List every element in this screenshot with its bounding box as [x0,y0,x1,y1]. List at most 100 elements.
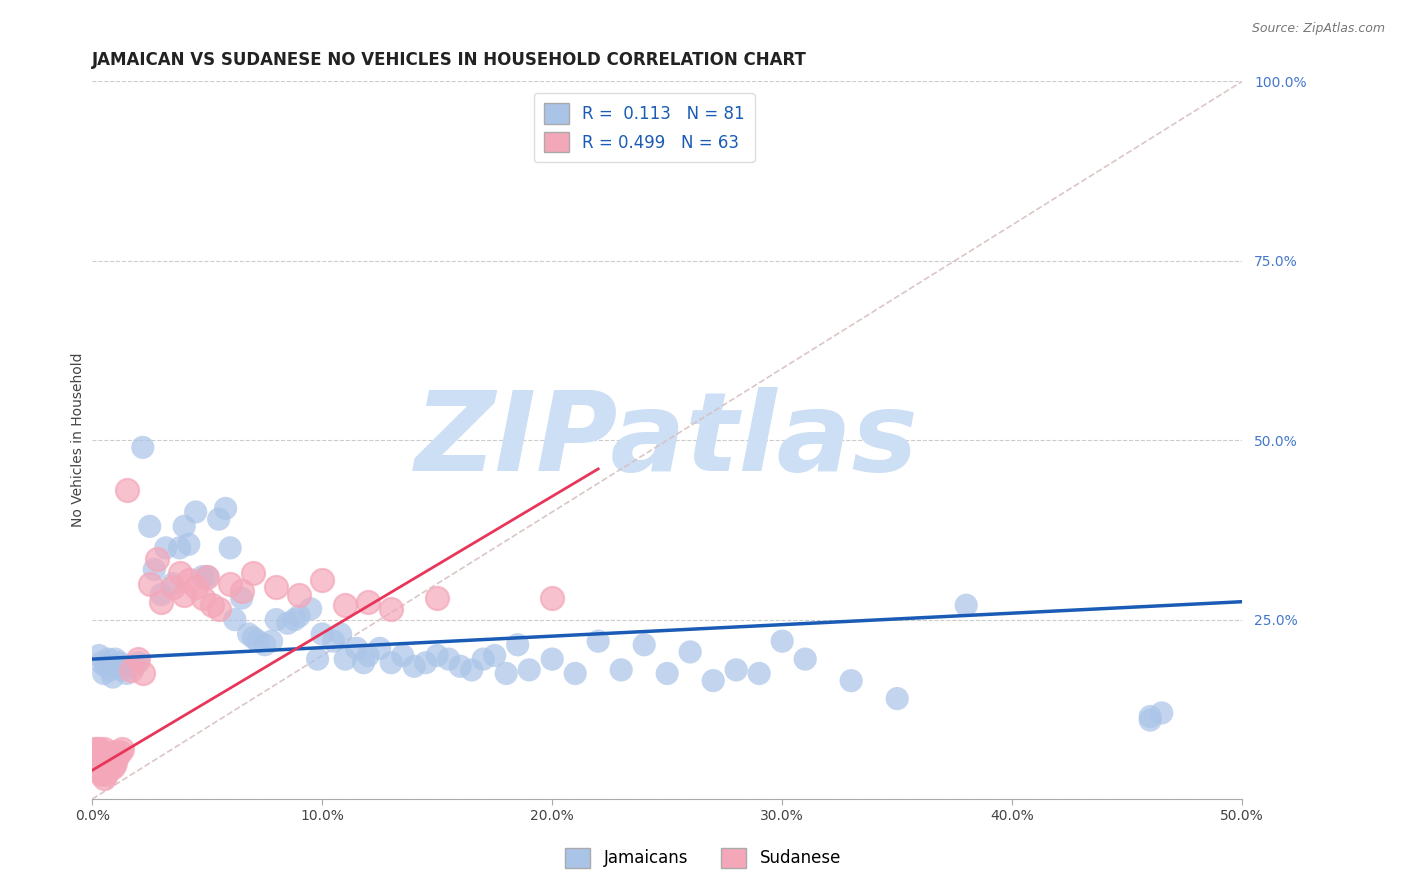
Point [191,569,214,583]
Point [288,609,311,624]
Point [1139,709,1161,723]
Point [242,631,264,645]
Point [101,760,124,774]
Point [219,541,242,555]
Point [264,613,287,627]
Point [231,591,253,606]
Point [260,634,283,648]
Point [322,634,344,648]
Point [426,648,449,663]
Point [120,663,142,677]
Point [100,663,122,677]
Point [104,756,127,771]
Point [127,652,149,666]
Point [90,760,112,774]
Point [115,666,138,681]
Point [495,666,517,681]
Point [633,638,655,652]
Point [150,587,173,601]
Legend: Jamaicans, Sudanese: Jamaicans, Sudanese [558,841,848,875]
Point [83,756,105,771]
Point [93,749,115,764]
Point [955,599,977,613]
Point [219,576,242,591]
Point [104,746,127,760]
Point [472,652,495,666]
Point [184,505,207,519]
Text: JAMAICAN VS SUDANESE NO VEHICLES IN HOUSEHOLD CORRELATION CHART: JAMAICAN VS SUDANESE NO VEHICLES IN HOUS… [93,51,807,69]
Point [132,441,155,455]
Point [886,691,908,706]
Point [460,663,482,677]
Point [748,666,770,681]
Point [426,591,449,606]
Point [87,741,110,756]
Point [449,659,471,673]
Point [86,760,108,774]
Point [90,656,112,670]
Point [1150,706,1173,720]
Point [97,764,120,778]
Point [195,569,218,583]
Point [353,656,375,670]
Point [231,583,253,598]
Point [143,562,166,576]
Point [90,753,112,767]
Point [242,566,264,580]
Point [329,627,352,641]
Point [93,771,115,785]
Point [288,587,311,601]
Point [173,587,195,601]
Point [127,656,149,670]
Point [264,580,287,594]
Point [169,566,191,580]
Point [107,749,129,764]
Point [794,652,817,666]
Point [108,746,131,760]
Point [104,652,127,666]
Point [541,591,564,606]
Point [83,741,105,756]
Point [335,652,357,666]
Point [541,652,564,666]
Point [100,753,122,767]
Point [184,580,207,594]
Point [145,551,167,566]
Point [87,756,110,771]
Point [87,764,110,778]
Point [138,519,160,533]
Point [90,749,112,764]
Point [357,595,380,609]
Point [610,663,633,677]
Point [208,512,231,526]
Point [277,616,299,631]
Point [111,741,134,756]
Point [839,673,862,688]
Point [94,760,117,774]
Point [311,627,333,641]
Point [86,764,108,778]
Point [93,666,115,681]
Point [246,634,269,648]
Point [86,746,108,760]
Point [97,756,120,771]
Point [564,666,586,681]
Point [122,659,145,673]
Point [138,576,160,591]
Point [725,663,748,677]
Point [94,753,117,767]
Point [87,749,110,764]
Point [93,764,115,778]
Point [517,663,540,677]
Point [437,652,460,666]
Point [770,634,793,648]
Point [83,749,105,764]
Point [107,659,129,673]
Point [191,591,214,606]
Text: Source: ZipAtlas.com: Source: ZipAtlas.com [1251,22,1385,36]
Point [177,537,200,551]
Point [299,602,322,616]
Point [1139,713,1161,727]
Point [100,760,122,774]
Point [702,673,724,688]
